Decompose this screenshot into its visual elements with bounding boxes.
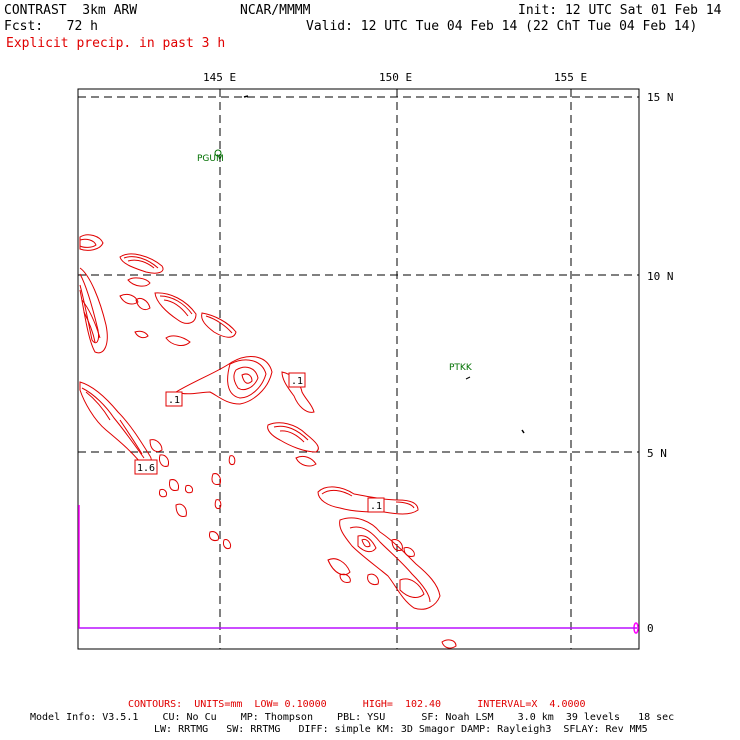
contour-label-box: [134, 459, 158, 475]
lon-label-155e: 155 E: [554, 71, 587, 84]
map-frame: [77, 88, 640, 650]
domain-boundary: [78, 505, 639, 634]
lat-label-10n: 10 N: [647, 270, 674, 283]
lon-label-145e: 145 E: [203, 71, 236, 84]
contour-label-box: [288, 372, 306, 388]
contour-label-box: [367, 497, 385, 513]
lat-label-equator: 0: [647, 622, 654, 635]
lat-label-15n: 15 N: [647, 91, 674, 104]
island-mark: [243, 95, 249, 98]
station-label-pgum: PGUM: [197, 154, 224, 164]
organization-label: NCAR/MMMM: [240, 3, 311, 18]
island-mark: [465, 376, 471, 380]
contours-info: CONTOURS: UNITS=mm LOW= 0.10000 HIGH= 10…: [128, 699, 586, 710]
model-info-line-2: LW: RRTMG SW: RRTMG DIFF: simple KM: 3D …: [154, 724, 648, 735]
forecast-hour: Fcst: 72 h: [4, 19, 98, 34]
contour-label: 1.6: [137, 463, 155, 474]
precip-contours: [79, 234, 457, 649]
model-title: CONTRAST 3km ARW: [4, 3, 138, 18]
contour-label-box: [165, 391, 183, 407]
island-mark: [521, 429, 525, 434]
contour-label: .1: [370, 501, 382, 512]
model-info-line-1: Model Info: V3.5.1 CU: No Cu MP: Thompso…: [30, 712, 675, 723]
field-title: Explicit precip. in past 3 h: [6, 36, 226, 51]
lon-label-150e: 150 E: [379, 71, 412, 84]
lat-label-5n: 5 N: [647, 447, 667, 460]
contour-label: .1: [291, 376, 303, 387]
station-marker-pgum: [214, 149, 222, 157]
init-time: Init: 12 UTC Sat 01 Feb 14: [518, 3, 722, 18]
valid-time: Valid: 12 UTC Tue 04 Feb 14 (22 ChT Tue …: [306, 19, 698, 34]
graticule: [78, 89, 639, 649]
contour-label: .1: [168, 395, 180, 406]
station-label-ptkk: PTKK: [449, 363, 473, 373]
